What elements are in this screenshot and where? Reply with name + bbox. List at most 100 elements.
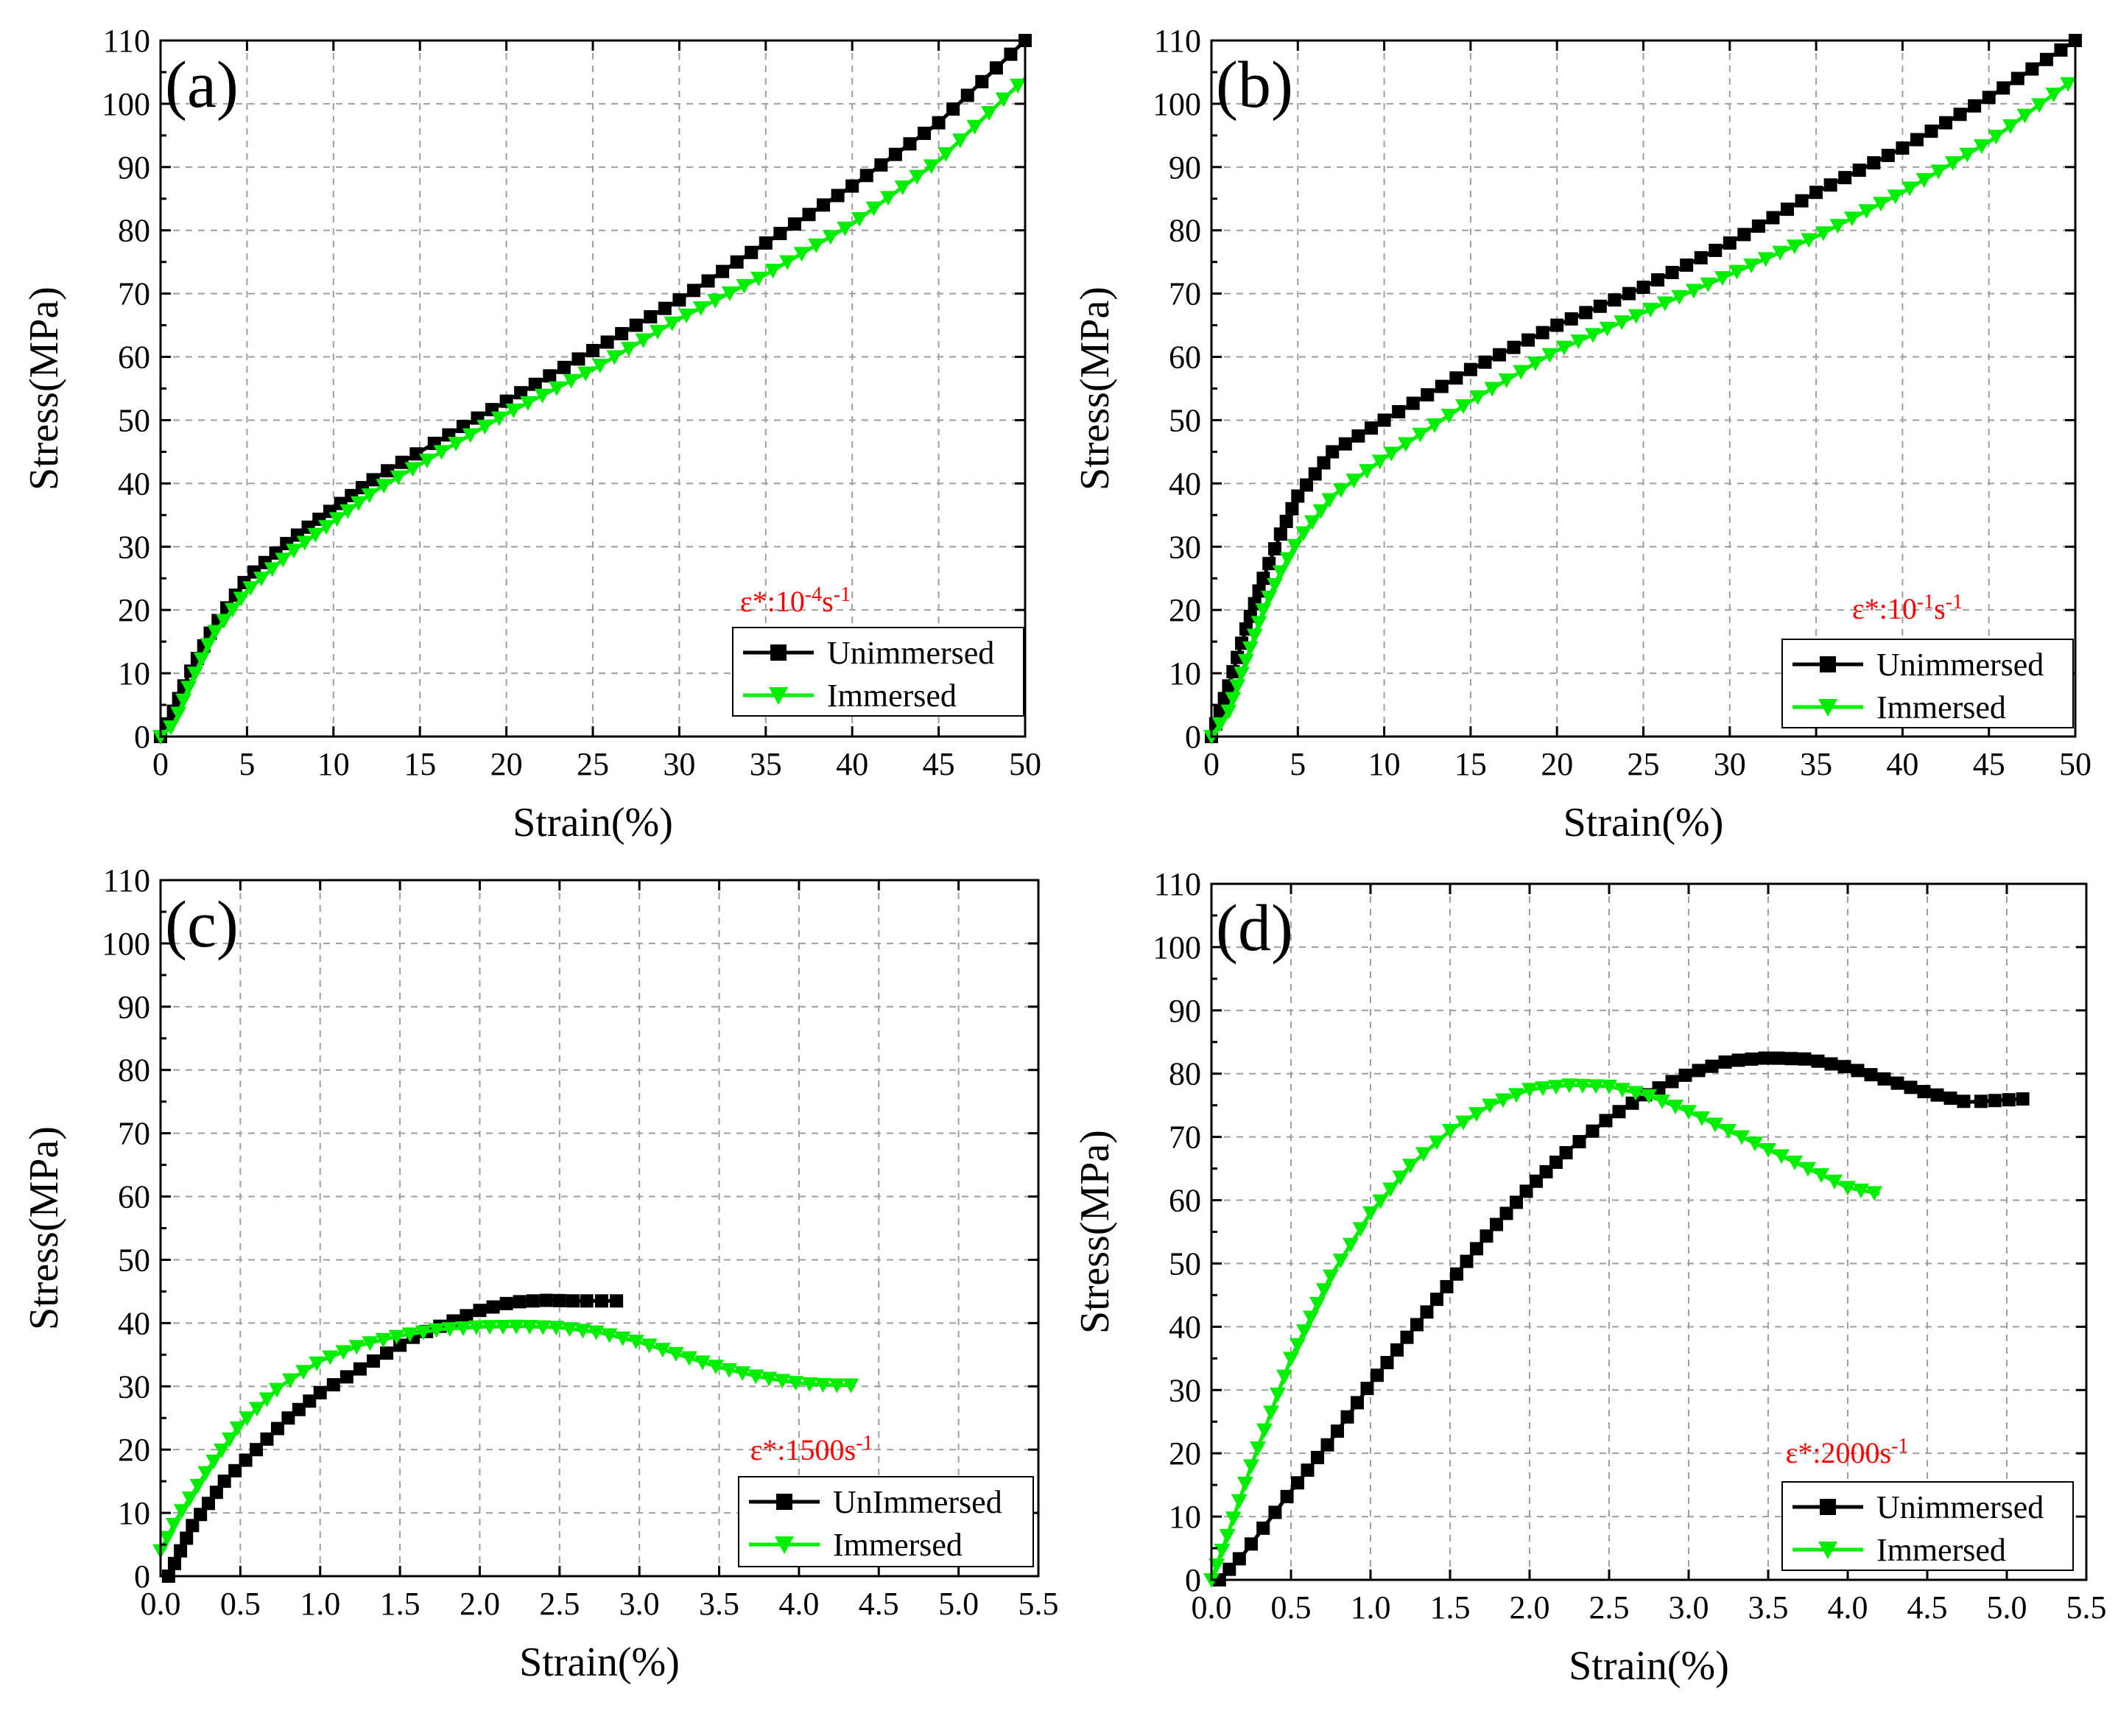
strain-rate-base: ε*:10 [740, 585, 805, 618]
data-point [353, 1362, 367, 1376]
x-tick-label: 4.5 [1907, 1589, 1948, 1626]
data-point [2025, 62, 2039, 76]
data-point [1478, 355, 1492, 369]
legend-marker [1820, 1499, 1836, 1515]
data-point [1559, 1146, 1573, 1160]
data-point [1320, 1438, 1334, 1452]
data-point [2010, 71, 2024, 85]
x-tick-label: 10 [1368, 746, 1401, 782]
data-point [1837, 1060, 1851, 1074]
data-point [1392, 1170, 1409, 1186]
data-point [552, 1293, 566, 1307]
y-tick-label: 50 [118, 1242, 150, 1278]
data-point [909, 169, 926, 185]
data-point [1371, 454, 1388, 470]
data-point [1548, 1080, 1564, 1095]
data-point [1915, 173, 1932, 188]
panel-label: (c) [165, 888, 239, 961]
data-point [1685, 284, 1702, 299]
data-point [837, 221, 854, 236]
data-point [193, 652, 210, 667]
data-point [1678, 1068, 1692, 1082]
data-point [566, 1294, 580, 1308]
data-point [1612, 1105, 1626, 1119]
data-point [1270, 1388, 1286, 1402]
x-tick-label: 1.5 [380, 1586, 421, 1622]
data-point [664, 316, 680, 331]
data-point [180, 1531, 194, 1545]
y-tick-label: 0 [1185, 1562, 1201, 1598]
data-point [258, 1392, 275, 1408]
data-point [2045, 88, 2062, 103]
y-tick-label: 90 [118, 989, 150, 1025]
data-point [759, 236, 773, 250]
grid [1211, 41, 2075, 737]
x-tick-label: 5.5 [2066, 1589, 2107, 1626]
x-axis-title: Strain(%) [1569, 1643, 1729, 1689]
data-point [563, 373, 580, 389]
data-point [428, 1323, 445, 1338]
data-point [773, 227, 787, 241]
data-point [513, 1295, 527, 1309]
data-point [981, 106, 998, 122]
data-point [441, 1322, 458, 1338]
data-point [170, 706, 187, 722]
data-point [166, 1517, 183, 1533]
x-tick-label: 45 [1973, 746, 2005, 782]
data-point [309, 1356, 326, 1371]
data-point [1372, 1194, 1389, 1209]
data-point [1939, 116, 1953, 130]
y-tick-label: 0 [134, 1558, 150, 1595]
data-point [318, 520, 335, 535]
y-tick-label: 50 [118, 402, 150, 438]
data-point [730, 255, 744, 269]
data-point [1743, 258, 1760, 273]
data-point [1877, 1072, 1891, 1086]
x-tick-label: 1.0 [1351, 1589, 1391, 1626]
data-point [874, 158, 888, 172]
legend-label: Immersed [1876, 689, 2006, 725]
data-point [1004, 47, 1018, 61]
data-point [490, 411, 507, 426]
data-point [1252, 584, 1266, 598]
data-point [627, 1335, 644, 1350]
data-point [1250, 1441, 1266, 1457]
data-point [1709, 243, 1723, 257]
data-point [1771, 1051, 1785, 1065]
data-point [1890, 1076, 1904, 1090]
data-point [1840, 1181, 1856, 1196]
data-point [1317, 456, 1331, 470]
data-point [1340, 1410, 1354, 1424]
data-point [1599, 321, 1616, 337]
data-point [1851, 1064, 1865, 1078]
data-point [937, 147, 954, 162]
data-point [1570, 334, 1587, 350]
data-point [1449, 371, 1463, 385]
data-point [1575, 1078, 1591, 1094]
data-point [1219, 1528, 1236, 1544]
data-point [650, 325, 666, 340]
x-tick-label: 5.0 [1987, 1589, 2027, 1626]
data-point [1360, 1382, 1374, 1396]
y-tick-label: 70 [1169, 276, 1201, 312]
data-point [1745, 1053, 1759, 1066]
y-tick-label: 0 [1185, 719, 1201, 755]
data-point [680, 1351, 697, 1366]
y-axis-title: Stress(MPa) [1072, 1130, 1118, 1334]
data-point [1636, 281, 1650, 295]
data-point [1308, 467, 1322, 481]
legend: UnImmersed Immersed [738, 1476, 1034, 1567]
data-point [2016, 108, 2033, 124]
x-tick-label: 2.5 [1589, 1589, 1630, 1626]
x-tick-label: 3.5 [699, 1586, 739, 1622]
data-point [1731, 1053, 1745, 1067]
y-tick-label: 20 [1169, 1435, 1201, 1472]
data-point [1429, 1135, 1445, 1150]
data-point [269, 1382, 286, 1398]
y-tick-label: 30 [118, 529, 150, 565]
y-tick-label: 40 [118, 465, 150, 502]
legend-marker [770, 644, 787, 661]
data-point [181, 1491, 198, 1507]
x-tick-label: 2.0 [1510, 1589, 1550, 1626]
data-point [1312, 504, 1329, 519]
